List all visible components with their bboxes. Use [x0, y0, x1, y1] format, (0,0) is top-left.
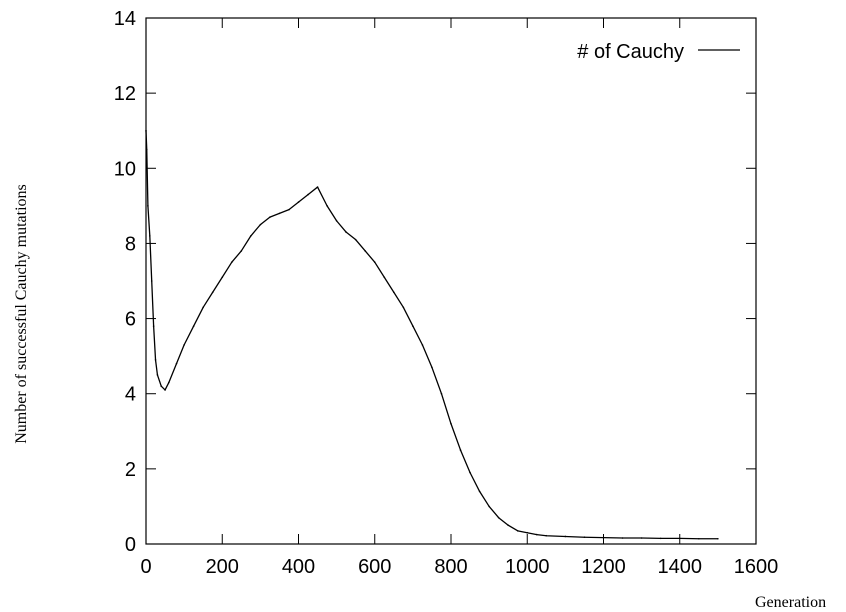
y-tick-label: 6	[125, 309, 136, 331]
series-point	[160, 385, 163, 388]
series-point	[345, 231, 347, 233]
series-point	[288, 208, 290, 211]
x-tick-label: 200	[206, 556, 239, 578]
series-point	[469, 471, 471, 474]
y-axis-tick-labels: 0 2 4 6 8 10 12 14	[114, 8, 136, 556]
series-line	[145, 130, 718, 540]
y-tick-label: 2	[125, 459, 136, 481]
y-axis-label: Number of successful Cauchy mutations	[13, 184, 30, 444]
series-point	[156, 374, 159, 376]
series-point	[373, 261, 376, 264]
x-axis-ticks	[145, 18, 757, 544]
x-tick-label: 0	[140, 556, 151, 578]
series-point	[621, 537, 624, 539]
y-axis-ticks	[146, 17, 756, 545]
series-point	[478, 490, 481, 493]
series-point	[175, 362, 178, 365]
series-point	[326, 205, 328, 207]
series-point	[250, 235, 252, 237]
x-axis-label: Generation	[755, 594, 826, 611]
series-point	[393, 291, 395, 294]
x-tick-label: 1200	[581, 556, 626, 578]
x-axis-tick-labels: 0 200 400 600 800 1000 1200 1400 1600	[140, 556, 778, 578]
series-point	[168, 381, 170, 384]
legend: # of Cauchy	[577, 41, 740, 63]
series-point	[149, 235, 151, 237]
series-point	[152, 325, 155, 327]
series-point	[147, 205, 149, 207]
series-point	[431, 366, 433, 369]
series-point	[535, 533, 538, 536]
series-point	[202, 306, 204, 309]
series-point	[383, 276, 386, 279]
y-tick-label: 8	[125, 233, 136, 255]
legend-series-label: # of Cauchy	[577, 41, 684, 63]
x-tick-label: 1600	[734, 556, 779, 578]
series-point	[297, 201, 300, 203]
series-point	[211, 291, 214, 294]
y-tick-label: 14	[114, 8, 136, 30]
y-tick-label: 12	[114, 83, 136, 105]
y-tick-label: 10	[114, 158, 136, 180]
series-point	[364, 250, 367, 252]
series-point	[230, 261, 233, 264]
series-point	[516, 530, 519, 532]
plot-area	[145, 17, 757, 545]
series-point	[717, 537, 719, 540]
series-point	[402, 306, 405, 309]
series-point	[221, 276, 224, 279]
series-point	[421, 344, 424, 346]
x-tick-label: 1000	[505, 556, 550, 578]
series-point	[488, 505, 490, 508]
x-tick-label: 1400	[658, 556, 703, 578]
series-point	[497, 516, 500, 519]
series-point	[602, 536, 605, 539]
series-point	[659, 537, 662, 540]
series-point	[526, 531, 529, 534]
series-point	[698, 537, 700, 540]
series-point	[412, 325, 414, 327]
series-point	[164, 389, 166, 391]
series-point	[640, 537, 643, 539]
series-point	[440, 392, 443, 395]
series-point	[507, 524, 509, 527]
series-point	[450, 422, 452, 425]
series-point	[269, 216, 271, 218]
series-point	[150, 280, 153, 282]
series-point	[192, 325, 195, 327]
series-point	[459, 449, 462, 451]
y-tick-label: 4	[125, 384, 136, 406]
series-point	[240, 250, 243, 252]
y-tick-label: 0	[125, 534, 136, 556]
series-point	[335, 220, 338, 222]
series-point	[354, 238, 357, 241]
series-point	[183, 344, 185, 346]
x-tick-label: 400	[282, 556, 315, 578]
series-layer	[145, 129, 719, 540]
series-point	[259, 223, 262, 226]
series-point	[278, 212, 281, 215]
series-point	[307, 193, 309, 196]
series-point	[545, 534, 548, 537]
series-point	[316, 186, 319, 188]
series-point	[564, 535, 567, 538]
series-point	[583, 536, 586, 539]
series-point	[678, 537, 681, 540]
series-point	[154, 359, 157, 361]
series-point	[145, 148, 148, 151]
x-tick-label: 600	[358, 556, 391, 578]
series-point	[145, 129, 147, 132]
x-tick-label: 800	[434, 556, 467, 578]
